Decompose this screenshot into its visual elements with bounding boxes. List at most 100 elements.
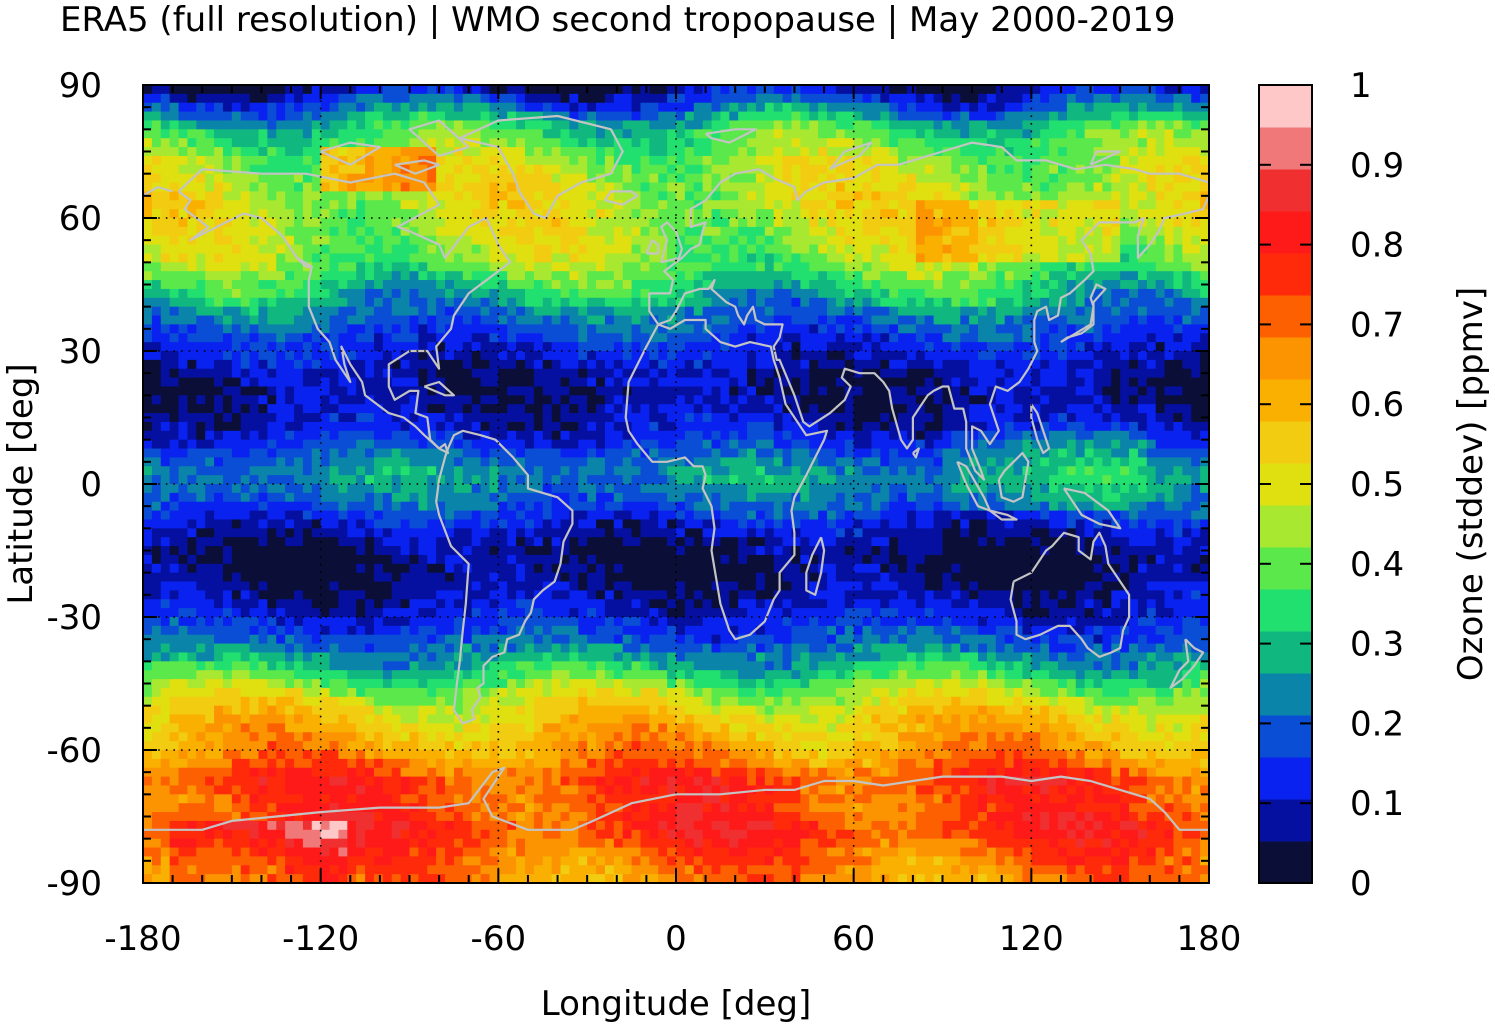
field-cell xyxy=(960,324,970,334)
field-cell xyxy=(862,244,873,255)
field-cell xyxy=(542,386,553,396)
field-cell xyxy=(516,413,526,423)
field-cell xyxy=(684,271,695,281)
field-cell xyxy=(1040,85,1050,95)
field-cell xyxy=(578,342,588,352)
field-cell xyxy=(1182,297,1192,308)
field-cell xyxy=(853,235,864,246)
field-cell xyxy=(373,191,384,201)
field-cell xyxy=(329,253,340,263)
field-cell xyxy=(1075,315,1086,325)
field-cell xyxy=(960,120,970,130)
field-cell xyxy=(915,182,926,192)
field-cell xyxy=(622,271,633,281)
field-cell xyxy=(329,421,340,432)
field-cell xyxy=(889,164,899,175)
field-cell xyxy=(1004,218,1015,228)
field-cell xyxy=(738,342,748,352)
field-cell xyxy=(906,147,917,157)
field-cell xyxy=(631,138,642,148)
field-cell xyxy=(631,155,642,166)
field-cell xyxy=(995,209,1006,219)
field-cell xyxy=(631,262,642,272)
field-cell xyxy=(240,413,251,423)
field-cell xyxy=(391,93,402,104)
field-cell xyxy=(320,430,331,441)
field-cell xyxy=(676,448,686,458)
field-cell xyxy=(693,182,704,192)
field-cell xyxy=(640,333,650,343)
field-cell xyxy=(294,209,304,219)
field-cell xyxy=(258,386,268,396)
field-cell xyxy=(365,439,375,450)
field-cell xyxy=(373,315,384,325)
field-cell xyxy=(676,85,686,95)
field-cell xyxy=(542,271,553,281)
field-cell xyxy=(285,271,295,281)
field-cell xyxy=(942,288,952,299)
field-cell xyxy=(524,102,535,113)
field-cell xyxy=(160,377,171,388)
field-cell xyxy=(800,218,810,228)
field-cell xyxy=(755,413,766,423)
field-cell xyxy=(924,93,935,104)
field-cell xyxy=(764,111,775,122)
field-cell xyxy=(720,404,730,414)
field-cell xyxy=(755,218,766,228)
field-cell xyxy=(507,191,517,201)
field-cell xyxy=(924,377,935,388)
field-cell xyxy=(986,262,997,272)
field-cell xyxy=(1031,191,1041,201)
field-cell xyxy=(373,173,384,184)
field-cell xyxy=(889,182,899,192)
field-cell xyxy=(889,306,899,317)
field-cell xyxy=(1004,93,1015,104)
field-cell xyxy=(1093,138,1103,148)
field-cell xyxy=(569,359,579,370)
field-cell xyxy=(1129,226,1139,237)
field-cell xyxy=(1164,235,1175,246)
field-cell xyxy=(613,200,624,210)
field-cell xyxy=(1173,138,1183,148)
field-cell xyxy=(1191,271,1201,281)
field-cell xyxy=(729,333,739,343)
field-cell xyxy=(658,324,668,334)
field-cell xyxy=(906,430,917,441)
field-cell xyxy=(453,164,464,175)
field-cell xyxy=(862,209,873,219)
field-cell xyxy=(143,262,153,272)
field-cell xyxy=(480,377,491,388)
field-cell xyxy=(818,342,828,352)
field-cell xyxy=(285,85,295,95)
field-cell xyxy=(347,244,357,255)
field-cell xyxy=(1013,297,1024,308)
field-cell xyxy=(1102,111,1112,122)
field-cell xyxy=(1164,111,1175,122)
field-cell xyxy=(844,439,855,450)
field-cell xyxy=(1173,226,1183,237)
field-cell xyxy=(409,297,419,308)
field-cell xyxy=(551,244,562,255)
field-cell xyxy=(906,271,917,281)
field-cell xyxy=(862,226,873,237)
field-cell xyxy=(1075,413,1086,423)
field-cell xyxy=(1040,218,1050,228)
field-cell xyxy=(302,342,313,352)
field-cell xyxy=(356,200,366,210)
field-cell xyxy=(667,173,677,184)
field-cell xyxy=(187,147,197,157)
field-cell xyxy=(409,448,419,458)
field-cell xyxy=(1155,315,1166,325)
field-cell xyxy=(640,218,650,228)
field-cell xyxy=(489,439,499,450)
field-cell xyxy=(1066,226,1077,237)
field-cell xyxy=(827,253,837,263)
field-cell xyxy=(1137,226,1148,237)
field-cell xyxy=(871,288,881,299)
field-cell xyxy=(702,209,713,219)
field-cell xyxy=(436,368,446,379)
field-cell xyxy=(1075,368,1086,379)
field-cell xyxy=(640,306,650,317)
field-cell xyxy=(951,111,961,122)
field-cell xyxy=(453,209,464,219)
